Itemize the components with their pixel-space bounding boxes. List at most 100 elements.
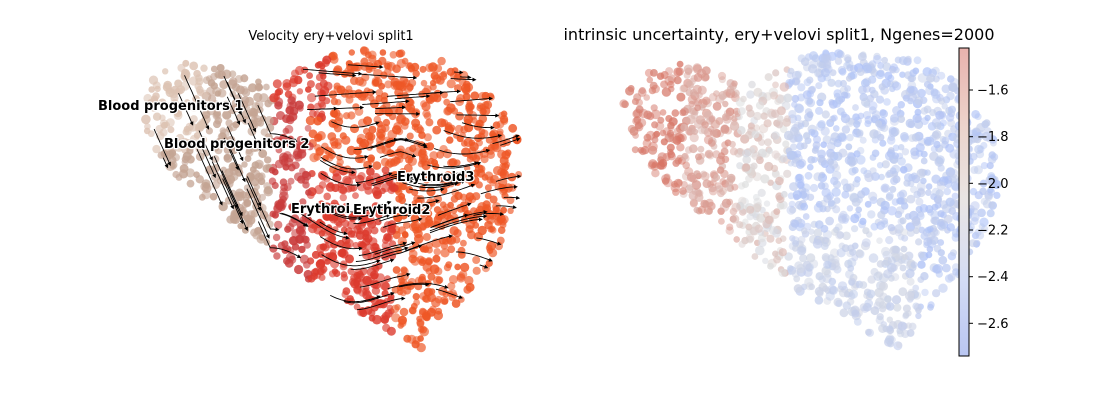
cell-point	[885, 236, 894, 245]
cell-point	[938, 97, 946, 105]
cell-point	[930, 88, 939, 97]
cell-point	[633, 93, 642, 102]
cell-point	[831, 261, 841, 271]
cell-point	[892, 106, 902, 115]
cell-point	[671, 109, 680, 117]
velocity-streamline	[479, 264, 489, 269]
cell-point	[282, 114, 291, 124]
cell-point	[258, 234, 266, 241]
cell-point	[871, 110, 881, 120]
velocity-streamline	[314, 90, 377, 97]
cell-point	[328, 119, 338, 128]
cell-point	[446, 79, 456, 89]
cell-point	[209, 192, 218, 201]
cell-point	[386, 326, 396, 336]
cell-point	[713, 174, 721, 182]
cell-point	[935, 155, 945, 165]
cell-point	[745, 104, 753, 112]
cell-point	[243, 215, 251, 222]
cell-point	[878, 301, 887, 309]
cell-point	[804, 171, 813, 180]
cell-point	[846, 205, 854, 212]
cell-point	[342, 287, 351, 295]
cell-point	[788, 200, 796, 208]
cell-point	[823, 61, 832, 69]
cell-point	[292, 150, 302, 160]
cell-point	[399, 307, 409, 317]
cell-point	[275, 146, 283, 154]
cell-point	[648, 159, 658, 169]
cell-point	[702, 179, 712, 189]
cell-point	[886, 316, 893, 323]
velocity-streamline	[178, 93, 194, 126]
cell-point	[305, 115, 316, 126]
cell-point	[694, 104, 701, 112]
cell-point	[751, 151, 761, 161]
cell-point	[148, 86, 155, 93]
cell-point	[726, 198, 734, 206]
cluster-labels: Blood progenitors 1 Blood progenitors 2 …	[97, 98, 476, 220]
cell-point	[813, 172, 823, 182]
cell-point	[942, 263, 951, 273]
cell-point	[772, 81, 779, 89]
cell-point	[309, 152, 319, 163]
cell-point	[329, 165, 337, 174]
cell-point	[932, 289, 941, 298]
cell-point	[194, 82, 202, 90]
cell-point	[766, 147, 773, 154]
velocity-streamline	[226, 82, 246, 124]
cell-point	[703, 206, 713, 215]
cell-point	[200, 89, 209, 99]
cell-point	[395, 148, 405, 157]
cell-point	[263, 83, 270, 91]
cell-point	[701, 66, 711, 75]
velocity-streamline	[425, 169, 469, 175]
cell-point	[742, 218, 749, 225]
cell-point	[440, 70, 448, 78]
cell-point	[827, 151, 835, 159]
cell-point	[376, 144, 386, 154]
cell-point	[157, 151, 165, 159]
cell-point	[425, 95, 435, 105]
cell-point	[491, 142, 500, 151]
velocity-streamline	[227, 187, 248, 232]
cell-point	[440, 296, 449, 305]
cell-point	[470, 91, 480, 100]
cell-point	[733, 236, 740, 243]
cell-point	[409, 144, 417, 153]
cell-point	[952, 263, 960, 272]
cell-point	[856, 68, 865, 76]
cell-point	[915, 197, 924, 206]
cell-point	[304, 124, 312, 132]
cell-point	[746, 213, 754, 221]
cell-point	[398, 196, 407, 205]
cell-point	[472, 266, 481, 275]
cell-point	[372, 79, 380, 87]
cell-point	[417, 276, 427, 285]
cell-point	[899, 264, 907, 272]
cell-point	[348, 49, 355, 56]
cell-point	[745, 174, 753, 183]
cell-point	[859, 51, 867, 58]
cell-point	[771, 150, 780, 159]
cell-point	[345, 95, 354, 104]
cell-point	[851, 254, 859, 262]
cell-point	[938, 283, 948, 293]
cell-point	[389, 51, 398, 59]
cell-point	[381, 92, 389, 100]
cell-point	[315, 73, 324, 82]
cell-point	[266, 123, 275, 132]
cell-point	[976, 123, 986, 133]
velocity-streamline	[492, 134, 520, 145]
cell-point	[152, 92, 160, 100]
cell-point	[913, 303, 922, 312]
cell-point	[906, 228, 915, 237]
cell-point	[820, 141, 827, 148]
cell-point	[343, 112, 351, 120]
cell-point	[416, 315, 423, 323]
cell-point	[162, 68, 169, 75]
cell-point	[676, 92, 686, 102]
velocity-streamline	[201, 147, 216, 179]
cell-point	[185, 168, 195, 178]
cell-point	[842, 301, 851, 310]
